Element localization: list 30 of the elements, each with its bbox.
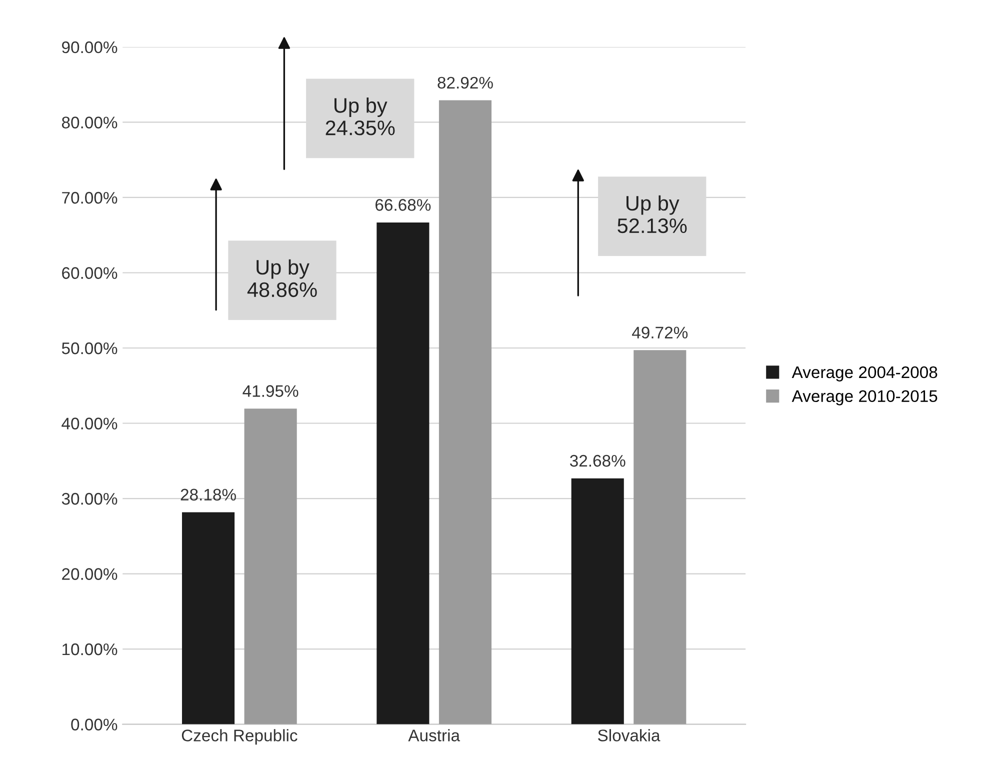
- y-tick-label: 30.00%: [62, 492, 118, 505]
- x-tick-label: Czech Republic: [182, 729, 298, 745]
- y-tick-label: 70.00%: [62, 192, 118, 204]
- annotation: Up by 52.13%: [618, 195, 687, 234]
- data-label: 66.68%: [376, 199, 431, 211]
- y-tick-label: 80.00%: [62, 116, 118, 128]
- x-tick-label: Austria: [408, 729, 460, 742]
- y-tick-label: 60.00%: [62, 267, 118, 279]
- bar: [438, 100, 492, 724]
- data-label: 82.92%: [438, 76, 493, 89]
- y-tick-label: 20.00%: [62, 568, 118, 580]
- bar: [244, 408, 297, 724]
- legend-label: Average 2010-2015: [792, 390, 938, 406]
- bar: [182, 512, 235, 724]
- data-label: 32.68%: [570, 454, 626, 467]
- data-label: 49.72%: [632, 326, 688, 338]
- y-tick-label: 90.00%: [62, 41, 118, 54]
- bar: [571, 478, 624, 724]
- y-tick-label: 0.00%: [71, 718, 118, 730]
- bar: [376, 222, 430, 724]
- x-tick-label: Slovakia: [598, 729, 660, 742]
- data-label: 41.95%: [242, 385, 298, 397]
- legend-label: Average 2004-2008: [792, 366, 938, 382]
- y-tick-label: 10.00%: [62, 643, 118, 656]
- annotation: Up by 48.86%: [247, 259, 317, 298]
- annotation: Up by 24.35%: [326, 98, 395, 136]
- y-tick-label: 50.00%: [62, 342, 118, 354]
- bar: [634, 350, 686, 724]
- data-label: 28.18%: [180, 488, 236, 501]
- y-tick-label: 40.00%: [62, 418, 118, 430]
